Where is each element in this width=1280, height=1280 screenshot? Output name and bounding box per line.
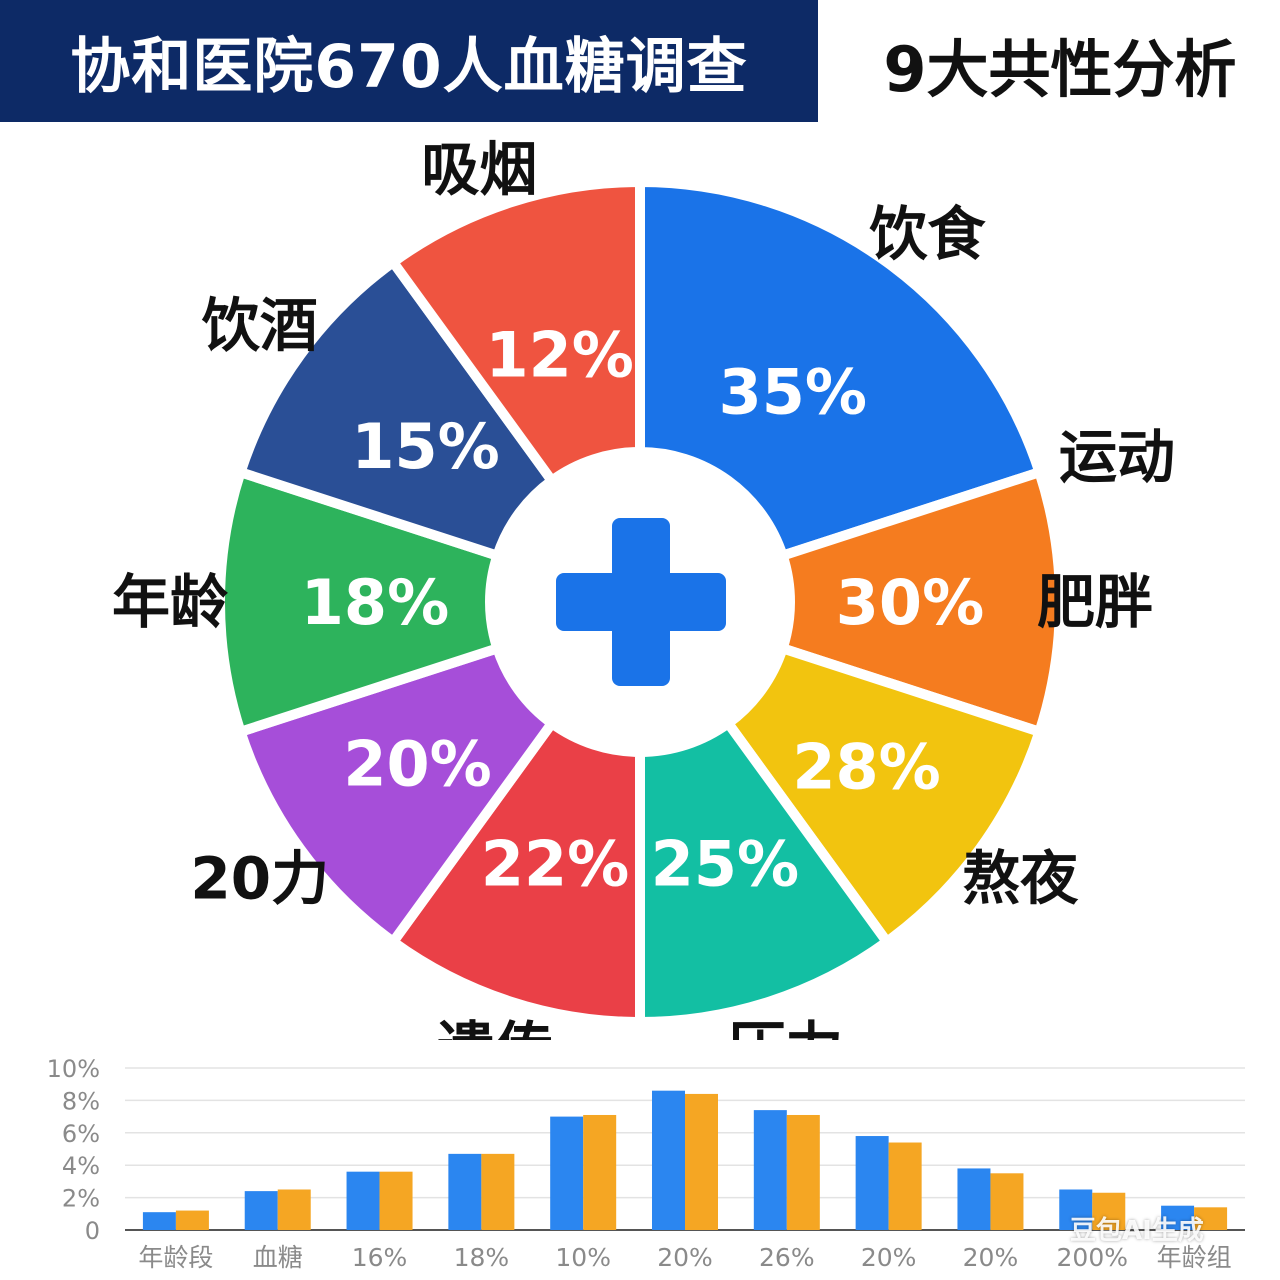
page-subtitle: 9大共性分析	[883, 33, 1237, 106]
pie-value-label: 25%	[651, 828, 799, 901]
bar	[379, 1171, 413, 1230]
pie-value-label: 20%	[343, 728, 491, 801]
bar	[1092, 1192, 1126, 1230]
x-tick-label: 10%	[555, 1243, 611, 1272]
pie-category-label: 压力	[727, 1015, 843, 1040]
y-tick-label: 0	[85, 1217, 100, 1245]
x-tick-label: 年龄段	[138, 1243, 213, 1272]
pie-category-label: 年龄	[112, 568, 228, 636]
bar	[990, 1173, 1024, 1230]
y-tick-label: 2%	[62, 1185, 100, 1213]
bar	[244, 1191, 278, 1230]
y-tick-label: 8%	[62, 1087, 100, 1115]
y-tick-label: 6%	[62, 1120, 100, 1148]
watermark: 豆包AI生成	[1070, 1216, 1204, 1246]
medical-cross-icon	[556, 518, 726, 686]
pie-value-label: 18%	[301, 566, 449, 639]
bar	[277, 1189, 311, 1230]
pie-category-label: 遗传	[437, 1015, 553, 1040]
x-tick-label: 200%	[1057, 1243, 1128, 1272]
bar	[786, 1114, 820, 1230]
bar	[855, 1136, 889, 1230]
bar	[550, 1116, 584, 1230]
pie-category-label: 熬夜	[962, 844, 1079, 912]
page-title: 协和医院670人血糖调查	[70, 31, 748, 102]
pie-chart: 35% 30% 28% 25% 22% 20% 18% 15% 12% 饮食肥胖熬夜压力 遗传 20…	[112, 135, 1175, 1040]
y-tick-label: 10%	[47, 1055, 100, 1083]
x-tick-label: 26%	[759, 1243, 815, 1272]
x-tick-label: 20%	[861, 1243, 917, 1272]
pie-category-label: 肥胖	[1037, 568, 1153, 636]
bar	[1161, 1205, 1195, 1230]
x-tick-label: 年龄组	[1157, 1243, 1232, 1272]
bar	[753, 1110, 787, 1230]
bar-chart: 0 2% 4% 6% 8% 10% 年龄段 血糖 16% 18% 10% 20% 26% 20% 20% 2…	[47, 1055, 1245, 1272]
pie-category-label: 饮酒	[202, 292, 318, 360]
pie-value-label: 12%	[485, 319, 633, 392]
pie-category-label: 20力	[190, 844, 329, 912]
bar	[481, 1153, 515, 1230]
x-tick-label: 20%	[963, 1243, 1019, 1272]
x-tick-label: 20%	[657, 1243, 713, 1272]
pie-extra-label: 运动	[1059, 423, 1175, 491]
bar	[1194, 1207, 1228, 1230]
bar	[652, 1090, 685, 1230]
bar	[583, 1114, 617, 1230]
bar	[346, 1171, 380, 1230]
bar	[1059, 1189, 1093, 1230]
pie-value-label: 35%	[719, 356, 867, 429]
x-tick-label: 18%	[454, 1243, 510, 1272]
pie-value-label: 22%	[481, 828, 629, 901]
pie-value-label: 15%	[351, 410, 499, 483]
bar	[888, 1142, 922, 1230]
y-tick-label: 4%	[62, 1152, 100, 1180]
pie-category-label: 吸烟	[421, 135, 537, 203]
title-banner: 协和医院670人血糖调查	[0, 0, 818, 122]
bar	[142, 1212, 176, 1230]
x-tick-label: 16%	[352, 1243, 408, 1272]
bar	[685, 1093, 718, 1230]
pie-value-label: 28%	[792, 731, 940, 804]
bar	[175, 1210, 209, 1230]
x-tick-label: 血糖	[253, 1243, 303, 1272]
pie-category-label: 饮食	[869, 200, 986, 268]
pie-value-label: 30%	[836, 566, 984, 639]
bar	[957, 1168, 991, 1230]
bar	[448, 1153, 482, 1230]
